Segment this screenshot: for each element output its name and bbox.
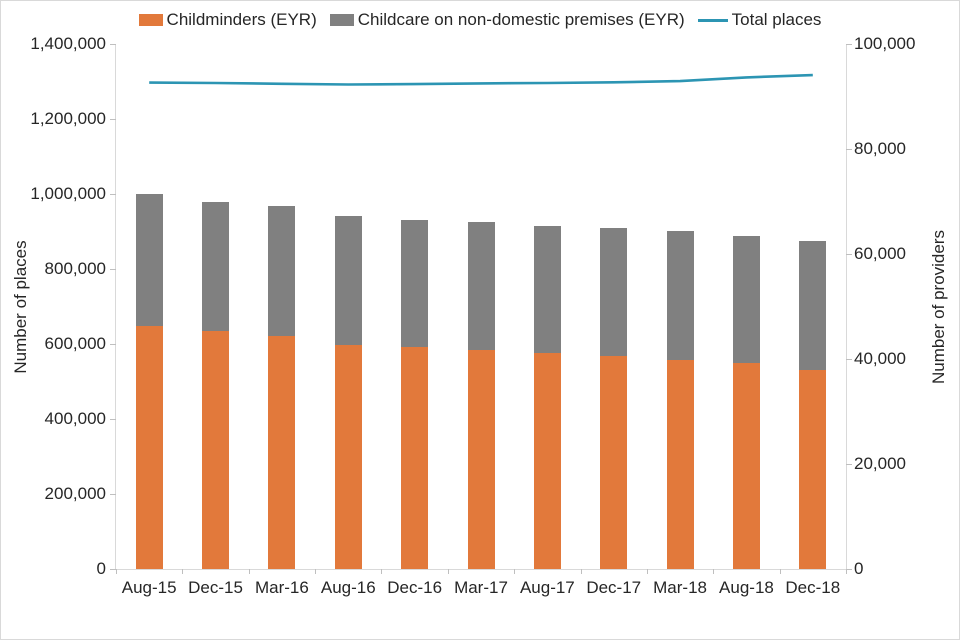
x-tick-label: Mar-18	[653, 578, 708, 597]
bottom-axis-tick	[713, 569, 715, 574]
bottom-axis-tick	[846, 569, 847, 574]
y-left-tick-label: 800,000	[44, 259, 106, 278]
bottom-axis-tick	[315, 569, 317, 574]
x-tick-label: Dec-17	[586, 578, 642, 597]
bar-segment	[135, 194, 163, 326]
bottom-axis-tick	[646, 569, 648, 574]
bottom-axis-tick	[447, 569, 449, 574]
right-axis-tick	[846, 254, 852, 255]
bar-segment	[732, 362, 760, 569]
y-right-tick-label: 100,000	[854, 34, 916, 53]
bar-segment	[202, 331, 230, 569]
y-left-tick-label: 1,200,000	[30, 109, 106, 128]
bar-segment	[533, 225, 561, 354]
legend-item: Total places	[697, 10, 822, 30]
right-axis-line	[846, 44, 847, 570]
y-right-tick-label: 0	[854, 559, 864, 578]
legend-label: Childminders (EYR)	[166, 10, 317, 29]
left-axis-tick	[110, 44, 116, 45]
y-left-tick-label: 1,400,000	[30, 34, 106, 53]
bar-segment	[334, 344, 362, 569]
x-tick-label: Aug-17	[519, 578, 575, 597]
x-tick-label: Mar-16	[254, 578, 309, 597]
bar-segment	[666, 231, 694, 360]
bottom-axis-tick	[182, 569, 184, 574]
legend-item: Childcare on non-domestic premises (EYR)	[329, 10, 685, 30]
x-tick-label: Dec-15	[188, 578, 243, 597]
y-right-tick-label: 20,000	[854, 454, 906, 473]
bottom-axis-tick	[580, 569, 582, 574]
x-tick-label: Dec-18	[785, 578, 841, 597]
right-axis-tick	[846, 359, 852, 360]
x-tick-label: Aug-16	[320, 578, 376, 597]
right-axis-title: Number of providers	[929, 229, 948, 385]
bottom-axis-line	[115, 569, 847, 570]
legend-label: Childcare on non-domestic premises (EYR)	[357, 10, 685, 29]
bar-segment	[600, 355, 628, 569]
left-axis-line	[115, 44, 116, 570]
left-axis-tick	[110, 194, 116, 195]
y-left-tick-label: 1,000,000	[30, 184, 106, 203]
left-axis-tick	[110, 419, 116, 420]
left-axis-tick	[110, 569, 116, 570]
bar-segment	[799, 369, 827, 569]
bottom-axis-tick	[779, 569, 781, 574]
y-left-tick-label: 400,000	[44, 409, 106, 428]
bar-segment	[467, 350, 495, 569]
plot-area	[110, 44, 852, 574]
y-left-tick-label: 200,000	[44, 484, 106, 503]
bar-segment	[268, 206, 296, 336]
right-axis-tick	[846, 464, 852, 465]
bottom-axis-tick	[514, 569, 516, 574]
y-right-tick-label: 60,000	[854, 244, 906, 263]
bottom-axis-tick	[116, 569, 117, 574]
bar-segment	[202, 201, 230, 332]
y-left-tick-label: 600,000	[44, 334, 106, 353]
legend-swatch-icon	[329, 14, 354, 26]
y-right-tick-label: 40,000	[854, 349, 906, 368]
left-axis-tick	[110, 269, 116, 270]
x-tick-label: Dec-16	[387, 578, 443, 597]
bar-segment	[401, 347, 429, 569]
bar-segment	[533, 353, 561, 569]
legend-line-marker	[697, 18, 728, 22]
chart-legend: Childminders (EYR) Childcare on non-domes…	[1, 10, 959, 30]
y-right-tick-label: 80,000	[854, 139, 906, 158]
legend-swatch-icon	[138, 14, 163, 26]
bar-segment	[401, 219, 429, 348]
bar-segment	[467, 221, 495, 351]
bar-segment	[600, 228, 628, 356]
left-axis-tick	[110, 344, 116, 345]
legend-item: Childminders (EYR)	[138, 10, 317, 30]
right-axis-tick	[846, 569, 852, 570]
legend-label: Total places	[731, 10, 822, 29]
bar-segment	[334, 216, 362, 345]
x-tick-label: Mar-17	[454, 578, 508, 597]
bar-segment	[268, 335, 296, 569]
bar-segment	[666, 359, 694, 569]
y-left-tick-label: 0	[96, 559, 106, 578]
x-tick-label: Aug-15	[121, 578, 177, 597]
bar-segment	[135, 325, 163, 569]
total-places-line	[149, 73, 813, 86]
bottom-axis-tick	[248, 569, 250, 574]
left-axis-tick	[110, 494, 116, 495]
bottom-axis-tick	[381, 569, 383, 574]
x-tick-label: Aug-18	[719, 578, 774, 597]
bar-segment	[732, 236, 760, 363]
left-axis-tick	[110, 119, 116, 120]
right-axis-tick	[846, 44, 852, 45]
right-axis-tick	[846, 149, 852, 150]
bar-segment	[799, 240, 827, 370]
